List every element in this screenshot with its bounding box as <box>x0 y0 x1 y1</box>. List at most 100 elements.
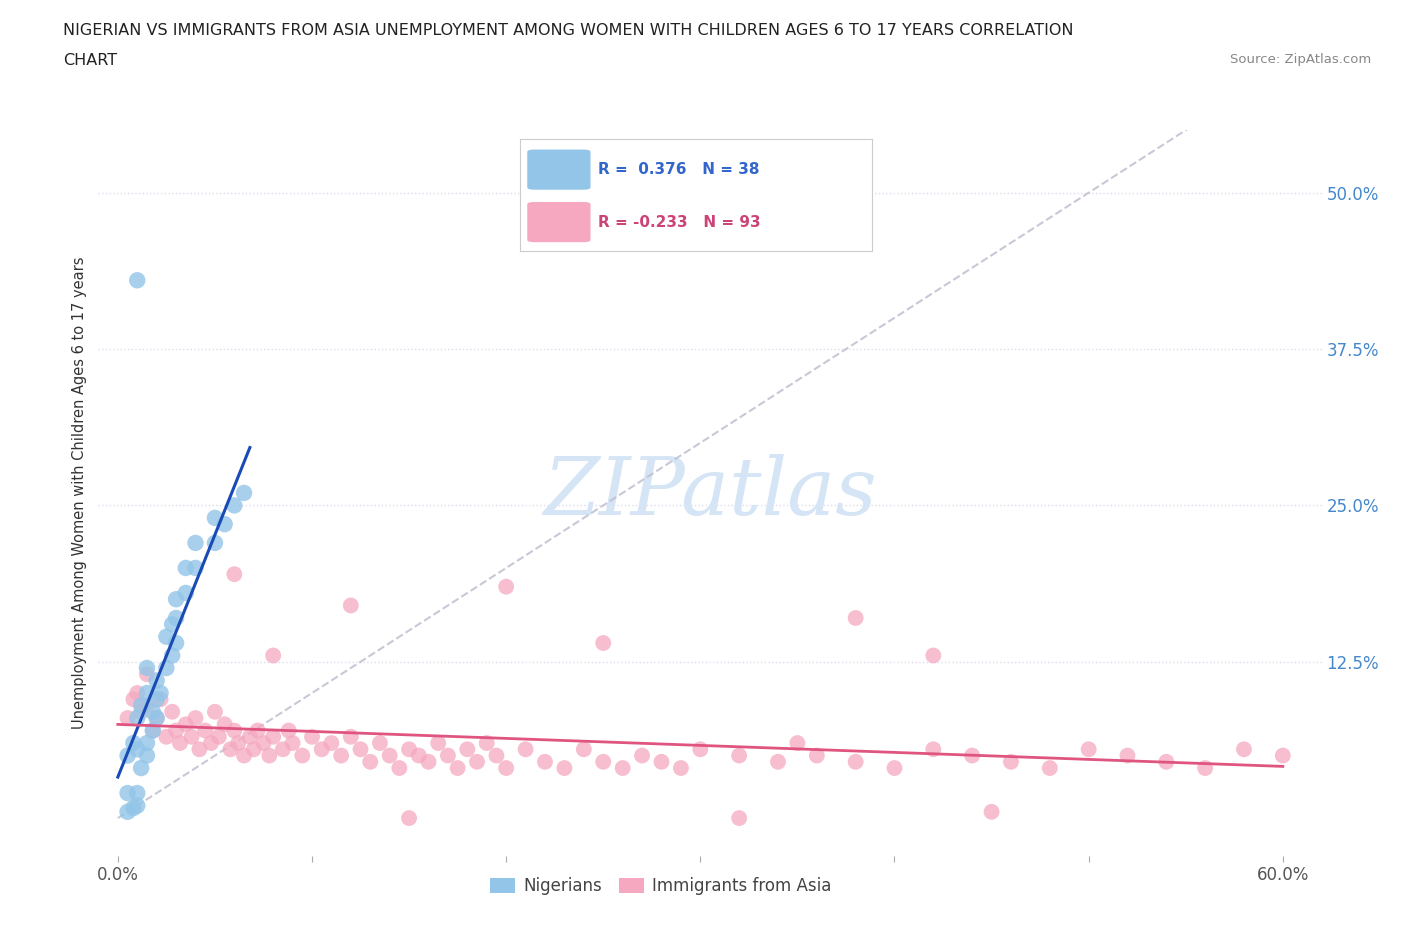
Point <box>1194 761 1216 776</box>
Point <box>271 742 294 757</box>
Point <box>136 667 159 682</box>
Point <box>136 660 159 675</box>
Point <box>572 742 595 757</box>
Point <box>149 685 172 700</box>
Point <box>766 754 789 769</box>
Point <box>224 724 246 738</box>
Point <box>165 591 187 606</box>
Point <box>259 748 281 763</box>
Point <box>129 761 152 776</box>
Point <box>174 586 197 601</box>
Point <box>184 711 207 725</box>
Point <box>631 748 654 763</box>
Point <box>136 685 159 700</box>
Point <box>184 536 207 551</box>
Point <box>117 748 139 763</box>
Point <box>446 761 468 776</box>
Point <box>184 561 207 576</box>
Point <box>122 801 145 816</box>
Point <box>165 610 187 625</box>
Point <box>806 748 828 763</box>
Point <box>922 648 945 663</box>
Point <box>408 748 430 763</box>
Point <box>204 536 226 551</box>
Point <box>515 742 537 757</box>
Point <box>427 736 450 751</box>
Point <box>136 736 159 751</box>
Point <box>1039 761 1062 776</box>
Point <box>883 761 905 776</box>
Point <box>1233 742 1256 757</box>
Point <box>1000 754 1022 769</box>
Point <box>359 754 381 769</box>
Point <box>922 742 945 757</box>
Point <box>204 511 226 525</box>
Point <box>242 742 264 757</box>
Point <box>233 485 256 500</box>
Point <box>155 630 177 644</box>
Point <box>129 698 152 713</box>
Point <box>127 685 149 700</box>
Point <box>160 704 183 719</box>
Point <box>475 736 498 751</box>
Point <box>226 736 249 751</box>
Point <box>122 692 145 707</box>
Text: CHART: CHART <box>63 53 117 68</box>
Point <box>398 742 420 757</box>
Text: NIGERIAN VS IMMIGRANTS FROM ASIA UNEMPLOYMENT AMONG WOMEN WITH CHILDREN AGES 6 T: NIGERIAN VS IMMIGRANTS FROM ASIA UNEMPLO… <box>63 23 1074 38</box>
Text: ZIPatlas: ZIPatlas <box>543 454 877 532</box>
Point <box>160 617 183 631</box>
Point <box>129 704 152 719</box>
Point <box>845 754 868 769</box>
Point <box>960 748 983 763</box>
Point <box>388 761 411 776</box>
Point <box>437 748 460 763</box>
Point <box>188 742 211 757</box>
Point <box>145 673 167 688</box>
Point <box>117 711 139 725</box>
Point <box>262 729 284 744</box>
Point <box>145 711 167 725</box>
Point <box>165 724 187 738</box>
Point <box>117 786 139 801</box>
Point <box>553 761 575 776</box>
Point <box>485 748 508 763</box>
Point <box>277 724 299 738</box>
Point <box>174 717 197 732</box>
Point <box>495 761 517 776</box>
Point <box>534 754 557 769</box>
Point <box>233 748 256 763</box>
Point <box>378 748 401 763</box>
Point <box>980 804 1002 819</box>
Point <box>340 598 363 613</box>
Point <box>136 698 159 713</box>
Point <box>592 635 614 650</box>
Point <box>142 724 165 738</box>
Legend: Nigerians, Immigrants from Asia: Nigerians, Immigrants from Asia <box>484 870 838 902</box>
Point <box>728 748 751 763</box>
Text: R = -0.233   N = 93: R = -0.233 N = 93 <box>598 215 761 230</box>
Text: R =  0.376   N = 38: R = 0.376 N = 38 <box>598 162 759 177</box>
Point <box>845 610 868 625</box>
Point <box>142 704 165 719</box>
Point <box>174 561 197 576</box>
Point <box>122 736 145 751</box>
Point <box>368 736 391 751</box>
Point <box>194 724 217 738</box>
Point <box>669 761 692 776</box>
Point <box>127 798 149 813</box>
Text: Source: ZipAtlas.com: Source: ZipAtlas.com <box>1230 53 1371 66</box>
Point <box>214 517 236 532</box>
Point <box>200 736 222 751</box>
Point <box>728 811 751 826</box>
Point <box>224 566 246 581</box>
Point <box>127 786 149 801</box>
FancyBboxPatch shape <box>527 202 591 242</box>
Point <box>262 648 284 663</box>
Point <box>214 717 236 732</box>
Point <box>689 742 711 757</box>
Point <box>224 498 246 512</box>
Point <box>330 748 353 763</box>
Point <box>127 742 149 757</box>
Y-axis label: Unemployment Among Women with Children Ages 6 to 17 years: Unemployment Among Women with Children A… <box>72 257 87 729</box>
